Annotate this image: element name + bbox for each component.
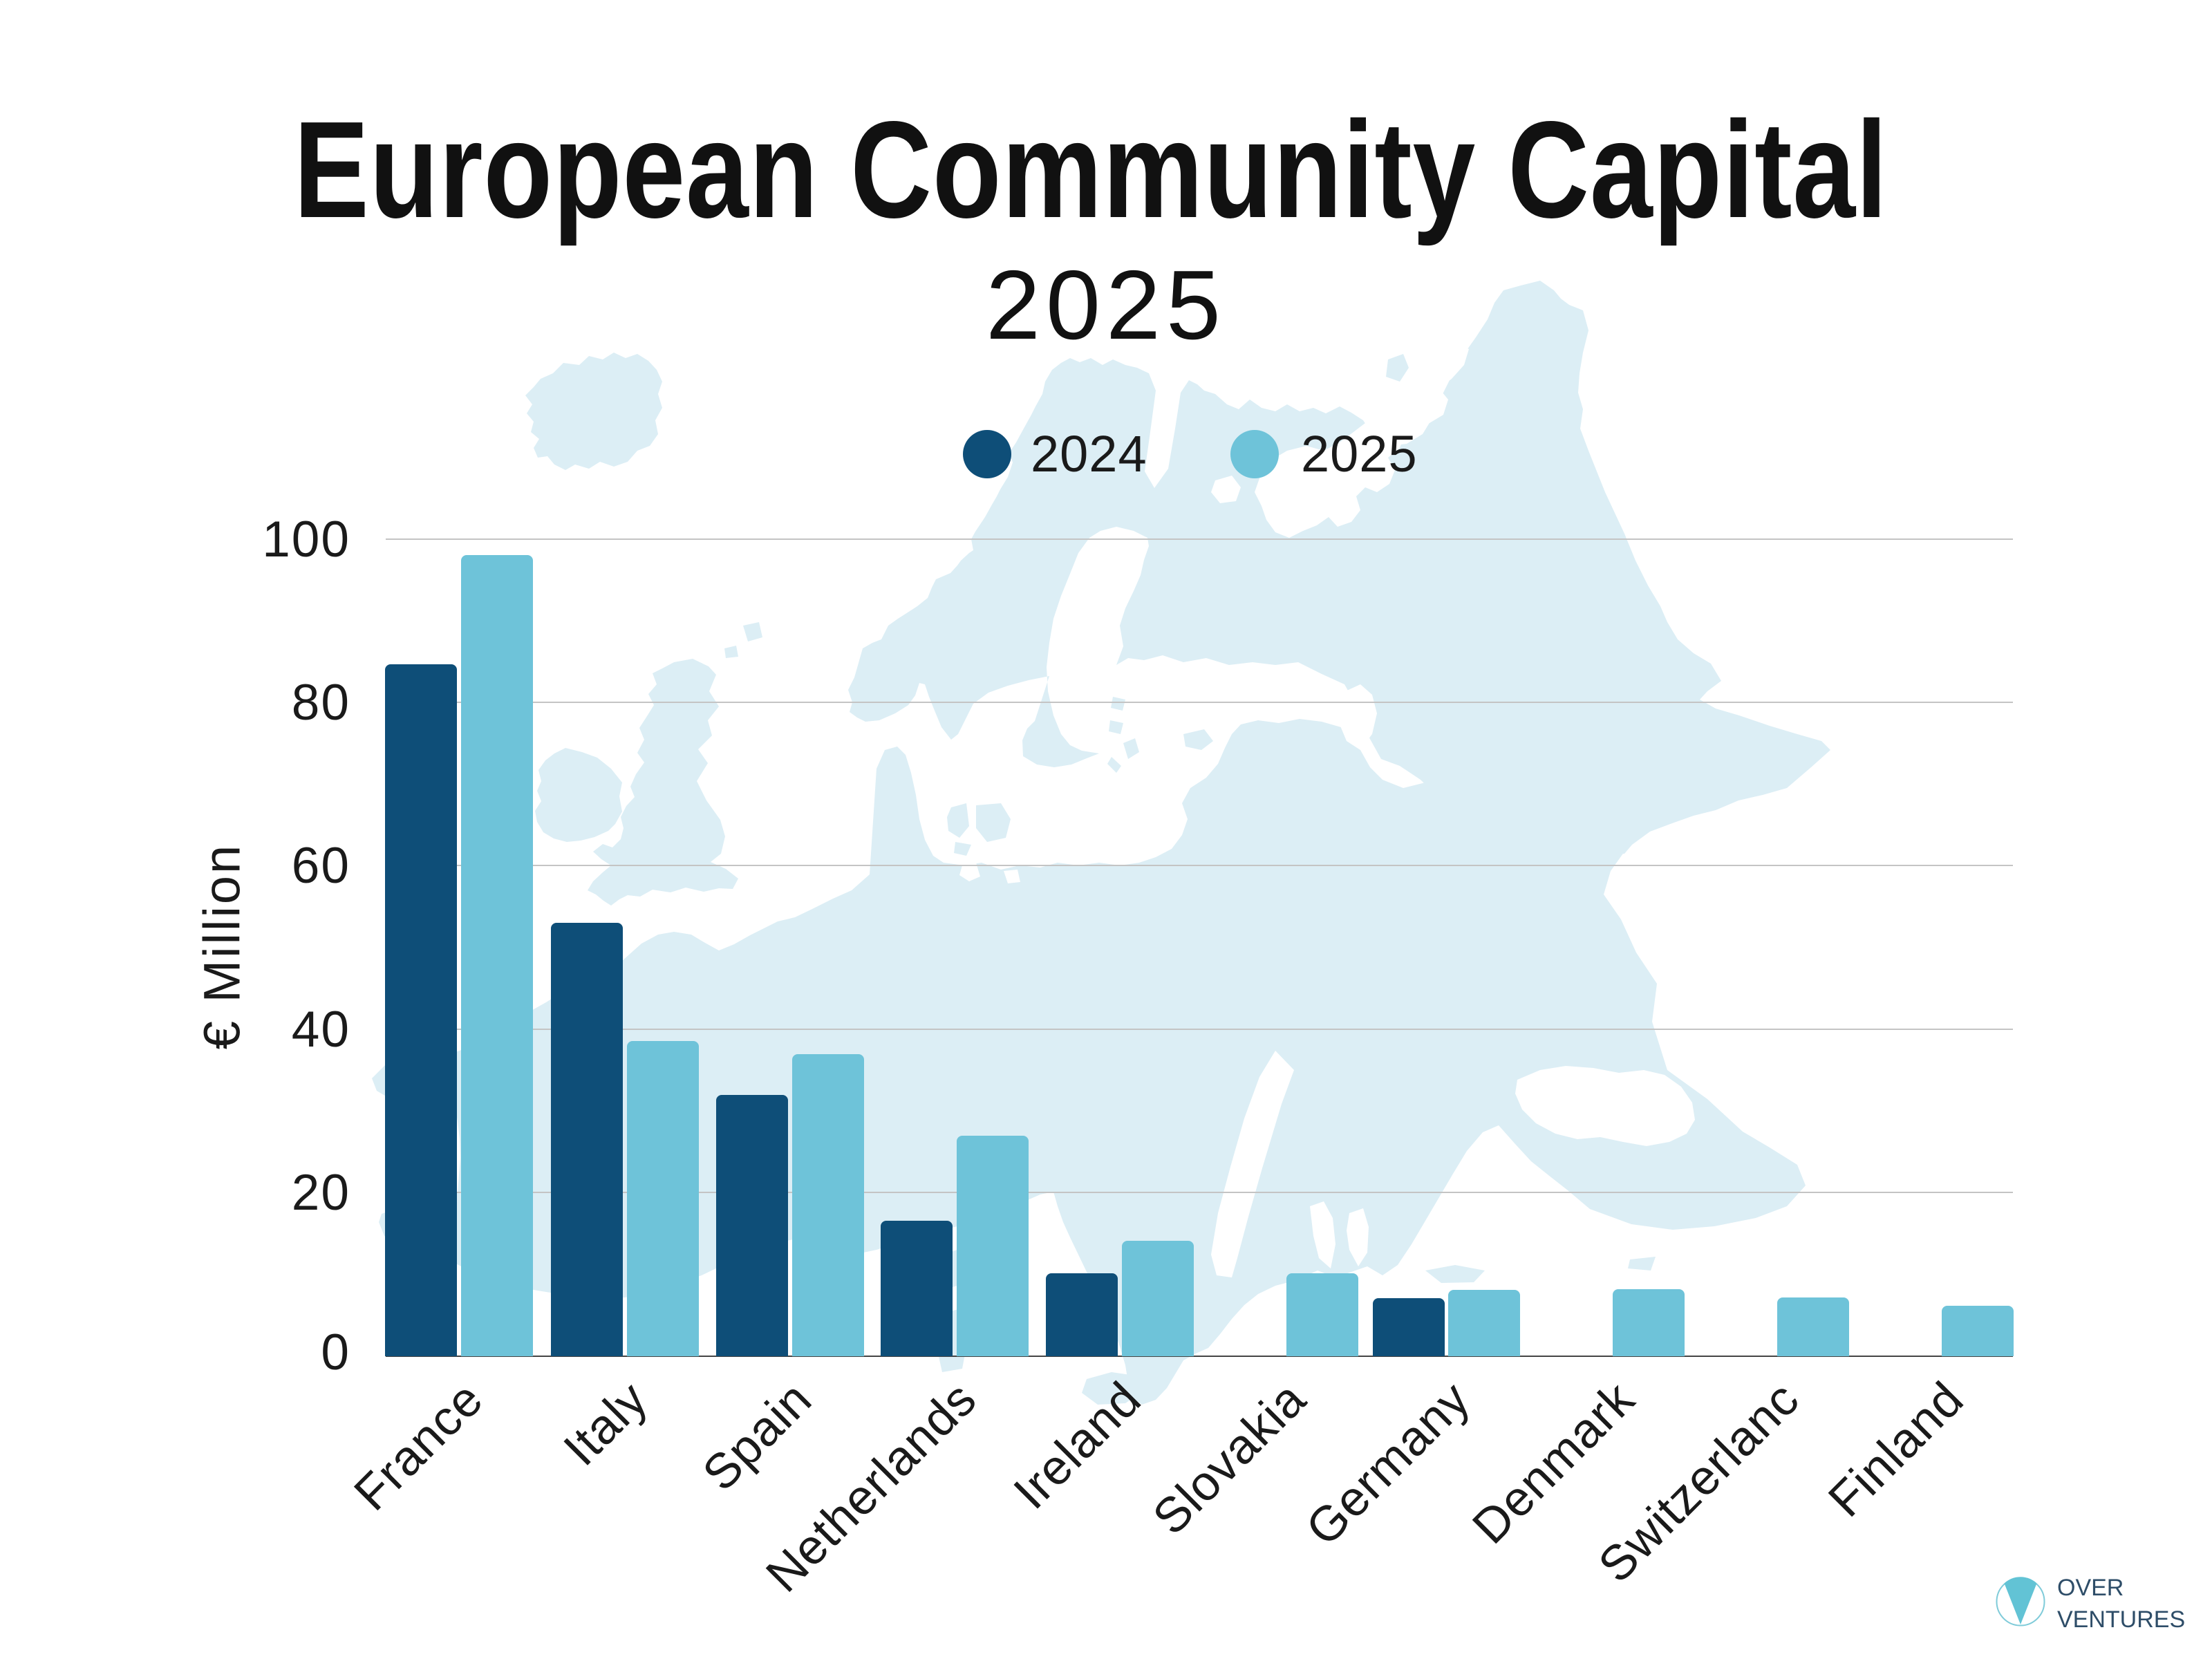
svg-text:VENTURES: VENTURES bbox=[2057, 1606, 2185, 1633]
svg-text:OVER: OVER bbox=[2057, 1576, 2124, 1601]
